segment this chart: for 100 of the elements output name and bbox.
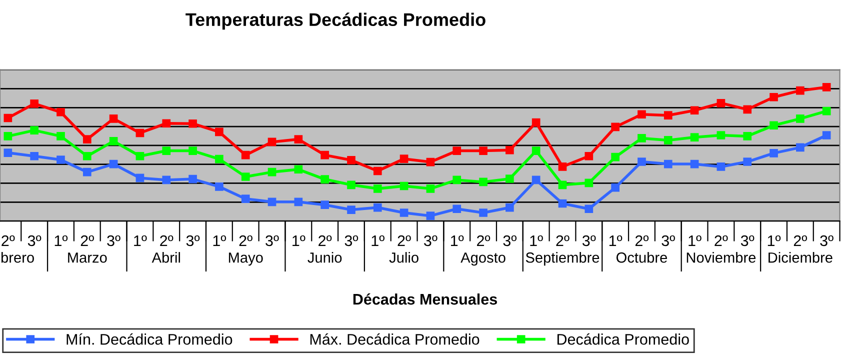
legend-label: Mín. Decádica Promedio — [66, 333, 232, 345]
point — [136, 128, 144, 138]
x-tick-label: 1º — [372, 235, 384, 246]
text: Septiembre — [526, 252, 600, 266]
point — [56, 132, 65, 140]
legend-label: Decádica Promedio — [557, 333, 689, 345]
point — [584, 204, 594, 214]
x-tick-label: 2º — [714, 235, 728, 246]
text: Noviembre — [686, 252, 756, 263]
point — [638, 158, 646, 166]
point — [268, 138, 276, 146]
x-tick-label: 3º — [740, 235, 754, 246]
point — [82, 152, 92, 160]
point — [241, 150, 250, 160]
x-tick-label: 1º — [54, 235, 68, 246]
point — [400, 208, 408, 217]
point — [4, 132, 12, 140]
text: Agosto — [460, 252, 506, 266]
point — [188, 146, 197, 155]
text: brero — [1, 252, 34, 263]
point — [320, 200, 329, 210]
point — [690, 160, 699, 168]
chart-title: Temperaturas Decádicas Promedio — [186, 12, 486, 30]
x-tick-label: 2º — [398, 235, 411, 246]
point — [56, 156, 65, 164]
point — [426, 158, 435, 166]
point — [558, 162, 567, 171]
point — [294, 165, 303, 174]
point — [584, 178, 594, 188]
point — [664, 111, 672, 120]
point — [347, 156, 356, 164]
point — [215, 128, 224, 136]
point — [506, 203, 514, 212]
point — [162, 119, 171, 128]
x-tick-label: 2º — [635, 235, 649, 246]
point — [506, 174, 514, 183]
point — [479, 146, 488, 155]
point — [532, 118, 540, 127]
point — [373, 184, 382, 193]
point — [400, 154, 408, 163]
x-tick-label: 3º — [820, 235, 834, 246]
point — [56, 108, 65, 116]
point — [770, 149, 778, 158]
x-tick-label: 3º — [582, 235, 596, 246]
point — [109, 114, 118, 123]
point — [796, 86, 804, 95]
point — [796, 143, 804, 152]
text: Junio — [308, 252, 342, 263]
point — [638, 110, 646, 119]
point — [294, 135, 303, 144]
point — [320, 150, 329, 160]
point — [479, 178, 488, 186]
point — [558, 199, 567, 208]
point — [215, 182, 224, 191]
x-tick-label: 1º — [530, 235, 543, 246]
point — [822, 83, 831, 92]
point — [452, 204, 462, 214]
point — [716, 131, 726, 140]
point — [400, 182, 408, 190]
x-tick-label: 2º — [80, 235, 94, 246]
point — [743, 132, 752, 140]
point — [479, 208, 488, 217]
point — [452, 146, 462, 155]
x-tick-label: 3º — [107, 235, 120, 246]
point — [743, 158, 752, 166]
point — [241, 194, 250, 203]
point — [373, 166, 382, 176]
point — [188, 174, 197, 184]
point — [347, 180, 356, 190]
text: Julio — [389, 252, 418, 263]
point — [426, 184, 435, 193]
point — [690, 133, 699, 142]
x-tick-label: 3º — [503, 235, 517, 246]
x-tick-label: 3º — [28, 235, 42, 246]
point — [611, 183, 620, 192]
point — [822, 131, 831, 140]
point — [558, 180, 567, 190]
point — [716, 98, 726, 108]
point — [664, 160, 672, 168]
point — [30, 100, 38, 108]
text: Abril — [152, 252, 180, 263]
point — [30, 152, 38, 160]
x-tick-label: 3º — [344, 235, 358, 246]
point — [743, 105, 752, 114]
x-tick-label: 1º — [134, 235, 147, 246]
x-tick-label: 3º — [186, 235, 200, 246]
point — [690, 106, 699, 115]
point — [347, 206, 356, 214]
x-tick-label: 2º — [556, 235, 570, 246]
x-tick-label: 1º — [609, 235, 622, 246]
x-axis-title: Décadas Mensuales — [353, 293, 497, 305]
point — [796, 114, 804, 123]
x-tick-label: 2º — [160, 235, 174, 246]
x-tick-label: 1º — [688, 235, 702, 246]
x-tick-label: 3º — [266, 235, 279, 246]
point — [4, 114, 12, 122]
x-tick-label: 3º — [662, 235, 675, 246]
point — [822, 106, 831, 116]
point — [506, 146, 514, 154]
x-tick-label: 2º — [794, 235, 808, 246]
